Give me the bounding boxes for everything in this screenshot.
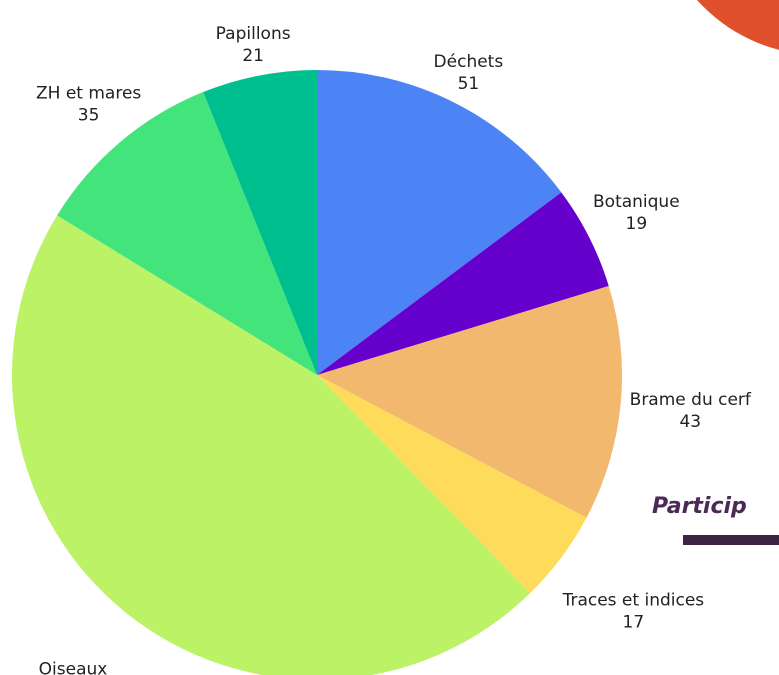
slice-value: 19 bbox=[626, 214, 648, 234]
pie-slice bbox=[317, 286, 622, 518]
slice-label: Oiseaux bbox=[39, 660, 108, 675]
pie-slice bbox=[317, 375, 587, 594]
slice-label: Papillons bbox=[216, 24, 291, 44]
pie-slice bbox=[203, 70, 317, 375]
slice-value: 51 bbox=[458, 74, 480, 94]
slice-label: Traces et indices bbox=[562, 591, 705, 611]
slice-value: 35 bbox=[78, 106, 100, 126]
pie-slice bbox=[317, 70, 562, 375]
slice-label: ZH et mares bbox=[36, 84, 141, 104]
section-heading: Particip bbox=[652, 494, 747, 519]
slice-label: Botanique bbox=[593, 192, 680, 212]
slice-value: 17 bbox=[623, 613, 645, 633]
pie-slice bbox=[57, 92, 317, 375]
pie-slice bbox=[12, 215, 531, 675]
slice-label: Brame du cerf bbox=[630, 390, 752, 410]
slice-value: 43 bbox=[679, 412, 701, 432]
heading-underline bbox=[683, 535, 779, 545]
slice-label: Déchets bbox=[434, 52, 504, 72]
pie-slice bbox=[317, 192, 609, 375]
decor-circle bbox=[697, 0, 779, 50]
slice-value: 21 bbox=[242, 46, 264, 66]
